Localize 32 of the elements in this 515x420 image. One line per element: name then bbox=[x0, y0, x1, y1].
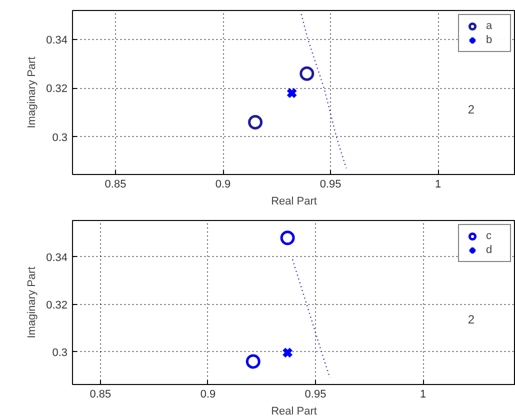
y-tick-label: 0.34 bbox=[46, 34, 68, 47]
line-series bbox=[292, 258, 331, 378]
legend-label: a bbox=[486, 20, 494, 32]
x-tick-label: 1 bbox=[435, 178, 442, 190]
x-tick-label: 0.95 bbox=[304, 388, 326, 400]
y-axis-title: Imaginary Part bbox=[26, 56, 38, 128]
point bbox=[282, 347, 294, 358]
x-axis-title: Real Part bbox=[271, 196, 317, 208]
x-tick-label: 0.95 bbox=[320, 178, 342, 190]
x-axis-title: Real Part bbox=[271, 406, 317, 418]
y-tick-label: 0.3 bbox=[52, 346, 68, 359]
point bbox=[300, 66, 314, 81]
point bbox=[280, 230, 295, 246]
annotation: 2 bbox=[468, 102, 475, 116]
point bbox=[246, 354, 260, 369]
y-tick-label: 0.3 bbox=[52, 132, 68, 144]
annotation: 2 bbox=[468, 312, 475, 326]
x-tick-label: 0.85 bbox=[104, 178, 126, 190]
y-tick-label: 0.32 bbox=[46, 83, 68, 96]
x-tick-label: 1 bbox=[420, 388, 426, 400]
x-tick-label: 0.9 bbox=[200, 388, 216, 400]
legend-label: b bbox=[486, 34, 494, 46]
y-tick-label: 0.32 bbox=[46, 299, 68, 312]
legend-label: c bbox=[486, 230, 492, 242]
x-tick-label: 0.9 bbox=[215, 178, 231, 190]
y-tick-label: 0.34 bbox=[46, 252, 68, 264]
y-axis-title: Imaginary Part bbox=[26, 266, 38, 338]
line-series bbox=[300, 14, 347, 169]
x-tick-label: 0.85 bbox=[90, 388, 112, 400]
point bbox=[248, 115, 263, 130]
legend-label: d bbox=[486, 244, 494, 256]
point bbox=[286, 88, 298, 99]
